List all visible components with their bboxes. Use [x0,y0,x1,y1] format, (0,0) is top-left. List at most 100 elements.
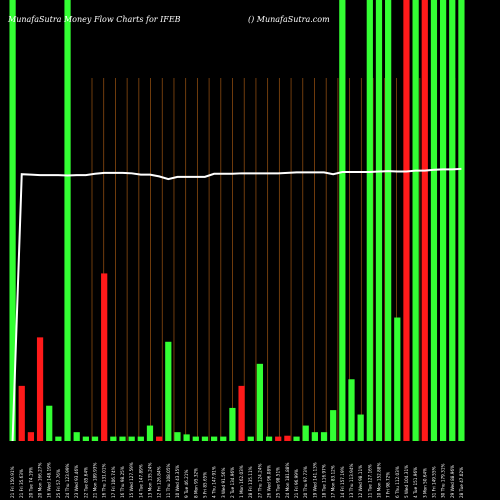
line-layer [11,167,462,442]
x-tick-label-30: 24 Mon 181.88% [285,463,290,498]
bar-19 [183,434,190,441]
bar-24 [229,407,236,441]
x-tick-label-36: 14 Fri 157.19% [340,466,345,498]
bar-18 [174,432,181,441]
bar-16 [156,436,163,441]
x-tick-label-41: 7 Fri 98.72% [386,472,391,498]
x-tick-label-20: 8 Mon 95.32% [193,468,198,498]
x-tick-label-0: 21 Fri 150.91% [10,466,15,498]
x-tick-label-46: 31 Fri 149.55% [431,466,436,498]
chart-title: MunafaSutra Money Flow Charts for IFEB [7,15,181,24]
x-tick-label-11: 17 Fri 106.74% [111,466,116,498]
bar-30 [284,435,291,441]
x-tick-label-8: 22 Tue 85.64% [83,467,88,498]
x-tick-label-15: 13 Mon 135.24% [147,463,152,498]
x-tick-label-16: 12 Fri 126.84% [157,466,162,498]
bar-38 [357,414,364,441]
bar-43 [403,0,410,441]
bar-44 [412,0,419,441]
bar-33 [311,432,318,441]
x-tick-label-14: 14 Tue 147.89% [138,464,143,498]
x-tick-label-29: 25 Tue 98.51% [276,467,281,498]
x-tick-label-28: 26 Wed 96.08% [267,465,272,498]
x-tick-label-17: 11 Thu 108.05% [166,463,171,498]
x-tick-label-2: 20 Tue 74.19% [28,467,33,498]
bar-layer [9,0,465,441]
bar-15 [146,425,154,441]
x-tick-label-43: 5 Wed 104.31% [404,465,409,498]
bar-26 [247,436,254,441]
x-tick-label-26: 28 Fri 135.11% [248,466,253,498]
bar-0 [9,0,16,441]
bar-13 [128,436,135,441]
bar-49 [458,0,465,441]
x-tick-label-32: 20 Thu 97.73% [303,466,308,498]
x-tick-label-12: 16 Thu 98.25% [120,466,125,498]
x-tick-label-13: 15 Wed 127.59% [129,462,134,498]
x-tick-label-10: 16 Thu 131.01% [102,463,107,498]
bar-9 [91,436,99,441]
x-tick-label-31: 21 Fri 96.99% [294,469,299,498]
x-tick-label-47: 30 Thu 179.31% [441,463,446,498]
money-flow-line [11,167,462,442]
x-tick-label-19: 9 Tue 46.21% [184,470,189,498]
x-tick-label-18: 10 Wed 43.35% [175,465,180,498]
bar-8 [82,436,89,441]
x-tick-label-1: 21 Fri 35.63% [19,469,24,498]
x-tick-label-22: 4 Thu 147.91% [212,466,217,498]
x-tick-label-3: 20 Mon 166.27% [38,463,43,498]
bar-28 [265,436,273,441]
bar-12 [119,436,126,441]
bar-20 [192,436,199,441]
bar-10 [101,273,108,441]
x-tick-label-40: 10 Mon 152.88% [376,463,381,498]
x-tick-label-5: 25 Fri 57.76% [56,469,61,498]
x-tick-label-48: 29 Wed 88.96% [450,465,455,498]
x-tick-label-44: 4 Tue 151.96% [413,467,418,498]
bar-45 [421,0,428,441]
bar-39 [366,0,373,441]
label-layer: 21 Fri 150.91% 21 Fri 35.63% 20 Tue 74.19%… [10,462,464,498]
x-tick-label-45: 3 Mon 50.64% [422,468,427,498]
bar-25 [238,385,245,441]
bar-3 [36,337,44,441]
x-tick-label-23: 3 Wed 91.56% [221,468,226,498]
x-tick-label-6: 24 Thu 123.99% [65,463,70,498]
x-tick-label-49: 28 Tue 47.02% [459,467,464,498]
bar-29 [275,436,282,441]
x-tick-label-25: 1 Mon 162.03% [239,465,244,498]
bar-5 [55,436,62,441]
bar-6 [64,0,71,441]
bar-42 [394,317,401,441]
x-tick-label-35: 17 Mon 83.12% [331,465,336,498]
bar-48 [449,0,456,441]
bar-34 [320,432,328,441]
x-tick-label-33: 19 Wed 141.13% [312,462,317,498]
bar-37 [348,379,355,441]
x-tick-label-4: 16 Wed 148.19% [47,462,52,498]
bar-32 [302,425,309,441]
x-tick-label-39: 11 Tue 127.16% [367,464,372,498]
x-tick-label-24: 2 Tue 134.96% [230,467,235,498]
bar-4 [46,405,53,441]
bar-11 [110,436,117,441]
bar-47 [439,0,447,441]
watermark-text: () MunafaSutra.com [248,15,330,24]
x-tick-label-27: 27 Thu 124.24% [257,463,262,498]
bar-17 [165,341,172,441]
x-tick-label-9: 21 Mon 189.93% [93,463,98,498]
bar-41 [385,0,392,441]
bar-46 [430,0,438,441]
bar-2 [27,432,35,441]
bar-40 [375,0,383,441]
x-tick-label-38: 12 Wed 98.11% [358,465,363,498]
bar-27 [256,363,264,441]
bar-31 [293,436,300,441]
bar-35 [330,410,337,441]
x-tick-label-42: 6 Thu 112.03% [395,466,400,498]
x-tick-label-37: 13 Thu 113.94% [349,463,354,498]
bar-21 [201,436,209,441]
bar-1 [18,385,25,441]
bar-22 [210,436,218,441]
